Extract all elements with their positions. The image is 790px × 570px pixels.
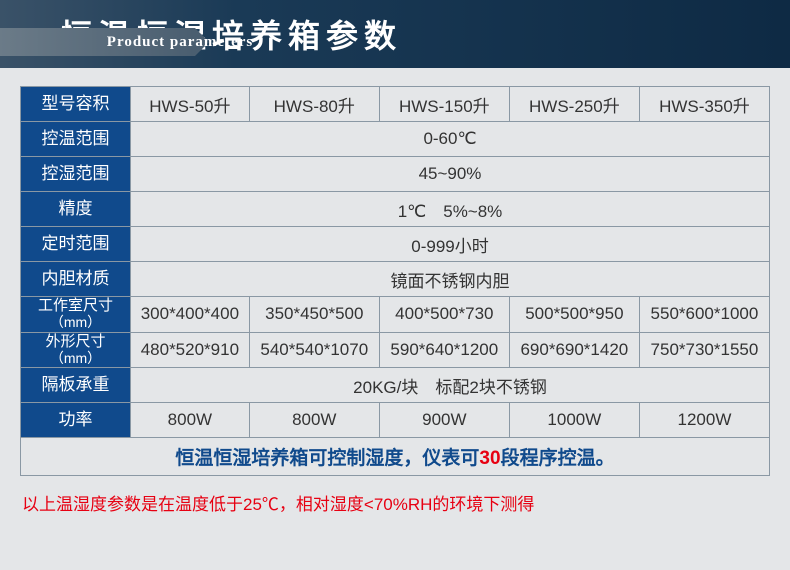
cell-temp-range: 0-60℃: [131, 122, 770, 157]
cell-power-0: 800W: [131, 403, 250, 438]
row-model: 型号容积 HWS-50升 HWS-80升 HWS-150升 HWS-250升 H…: [21, 87, 770, 122]
cell-model-1: HWS-80升: [249, 87, 379, 122]
cell-shelf: 20KG/块 标配2块不锈钢: [131, 368, 770, 403]
rowhead-precision: 精度: [21, 192, 131, 227]
cell-model-4: HWS-350升: [639, 87, 769, 122]
row-temp-range: 控温范围 0-60℃: [21, 122, 770, 157]
cell-power-2: 900W: [379, 403, 509, 438]
note-post: 段程序控温。: [501, 448, 615, 469]
rowhead-hum-range: 控湿范围: [21, 157, 131, 192]
cell-note: 恒温恒湿培养箱可控制湿度，仪表可30段程序控温。: [21, 438, 770, 476]
cell-timer: 0-999小时: [131, 227, 770, 262]
table-container: 型号容积 HWS-50升 HWS-80升 HWS-150升 HWS-250升 H…: [0, 68, 790, 482]
cell-power-1: 800W: [249, 403, 379, 438]
header-subtitle-en: Product parameters: [0, 28, 360, 56]
cell-chamber-0: 300*400*400: [131, 297, 250, 333]
cell-power-4: 1200W: [639, 403, 769, 438]
footnote-text: 以上温湿度参数是在温度低于25℃，相对湿度<70%RH的环境下测得: [0, 482, 790, 515]
cell-precision: 1℃ 5%~8%: [131, 192, 770, 227]
cell-hum-range: 45~90%: [131, 157, 770, 192]
rowhead-outer-label: 外形尺寸: [45, 333, 105, 350]
cell-model-3: HWS-250升: [509, 87, 639, 122]
rowhead-chamber: 工作室尺寸 （mm）: [21, 297, 131, 333]
rowhead-model: 型号容积: [21, 87, 131, 122]
note-pre: 恒温恒湿培养箱可控制湿度，仪表可: [175, 448, 479, 469]
row-liner: 内胆材质 镜面不锈钢内胆: [21, 262, 770, 297]
rowhead-temp-range: 控温范围: [21, 122, 131, 157]
cell-outer-0: 480*520*910: [131, 332, 250, 368]
rowhead-timer: 定时范围: [21, 227, 131, 262]
row-note: 恒温恒湿培养箱可控制湿度，仪表可30段程序控温。: [21, 438, 770, 476]
cell-outer-3: 690*690*1420: [509, 332, 639, 368]
rowhead-chamber-label: 工作室尺寸: [38, 297, 113, 314]
cell-chamber-3: 500*500*950: [509, 297, 639, 333]
cell-power-3: 1000W: [509, 403, 639, 438]
cell-chamber-1: 350*450*500: [249, 297, 379, 333]
cell-outer-1: 540*540*1070: [249, 332, 379, 368]
rowhead-outer-unit: （mm）: [50, 350, 101, 366]
cell-chamber-4: 550*600*1000: [639, 297, 769, 333]
rowhead-shelf: 隔板承重: [21, 368, 131, 403]
cell-model-2: HWS-150升: [379, 87, 509, 122]
cell-chamber-2: 400*500*730: [379, 297, 509, 333]
row-shelf: 隔板承重 20KG/块 标配2块不锈钢: [21, 368, 770, 403]
row-timer: 定时范围 0-999小时: [21, 227, 770, 262]
row-outer: 外形尺寸 （mm） 480*520*910 540*540*1070 590*6…: [21, 332, 770, 368]
parameters-table: 型号容积 HWS-50升 HWS-80升 HWS-150升 HWS-250升 H…: [20, 86, 770, 476]
row-hum-range: 控湿范围 45~90%: [21, 157, 770, 192]
note-highlight: 30: [479, 448, 500, 469]
cell-model-0: HWS-50升: [131, 87, 250, 122]
row-power: 功率 800W 800W 900W 1000W 1200W: [21, 403, 770, 438]
cell-liner: 镜面不锈钢内胆: [131, 262, 770, 297]
rowhead-chamber-unit: （mm）: [50, 314, 101, 330]
row-precision: 精度 1℃ 5%~8%: [21, 192, 770, 227]
rowhead-power: 功率: [21, 403, 131, 438]
rowhead-liner: 内胆材质: [21, 262, 131, 297]
header-banner: Product parameters 恒温恒湿培养箱参数: [0, 0, 790, 68]
rowhead-outer: 外形尺寸 （mm）: [21, 332, 131, 368]
cell-outer-4: 750*730*1550: [639, 332, 769, 368]
cell-outer-2: 590*640*1200: [379, 332, 509, 368]
row-chamber: 工作室尺寸 （mm） 300*400*400 350*450*500 400*5…: [21, 297, 770, 333]
